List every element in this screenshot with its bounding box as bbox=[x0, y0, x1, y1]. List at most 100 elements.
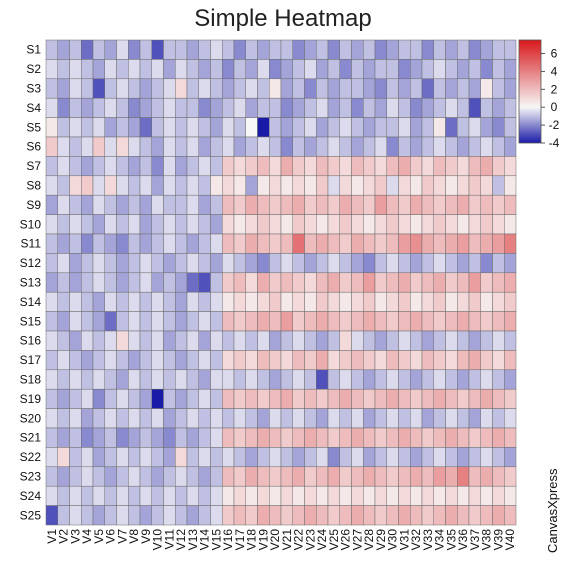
heatmap-cell bbox=[433, 447, 446, 468]
heatmap-cell bbox=[327, 39, 340, 60]
heatmap-cell bbox=[151, 466, 164, 487]
heatmap-cell bbox=[468, 330, 481, 351]
heatmap-cell bbox=[139, 78, 152, 99]
heatmap-cell bbox=[69, 447, 82, 468]
heatmap-cell bbox=[363, 214, 376, 235]
heatmap-cell bbox=[45, 156, 58, 177]
heatmap-cell bbox=[339, 117, 352, 138]
heatmap-cell bbox=[445, 369, 458, 390]
heatmap-cell bbox=[339, 291, 352, 312]
heatmap-cell bbox=[222, 311, 235, 332]
heatmap-cell bbox=[457, 272, 470, 293]
heatmap-cell bbox=[233, 427, 246, 448]
column-label: V7 bbox=[115, 529, 129, 544]
heatmap-cell bbox=[410, 136, 423, 157]
heatmap-cell bbox=[280, 291, 293, 312]
heatmap-cell bbox=[245, 350, 258, 371]
heatmap-cell bbox=[198, 214, 211, 235]
heatmap-cell bbox=[363, 408, 376, 429]
heatmap-cell bbox=[222, 447, 235, 468]
heatmap-cell bbox=[457, 78, 470, 99]
heatmap-cell bbox=[257, 97, 270, 118]
heatmap-cell bbox=[445, 466, 458, 487]
heatmap-cell bbox=[139, 388, 152, 409]
heatmap-cell bbox=[351, 136, 364, 157]
heatmap-cell bbox=[398, 388, 411, 409]
heatmap-cell bbox=[316, 369, 329, 390]
heatmap-cell bbox=[163, 427, 176, 448]
heatmap-cell bbox=[433, 253, 446, 274]
heatmap-cell bbox=[245, 369, 258, 390]
heatmap-cell bbox=[139, 175, 152, 196]
heatmap-cell bbox=[504, 350, 517, 371]
heatmap-cell bbox=[257, 272, 270, 293]
heatmap-cell bbox=[398, 330, 411, 351]
heatmap-cell bbox=[245, 233, 258, 254]
heatmap-cell bbox=[222, 233, 235, 254]
heatmap-cell bbox=[363, 447, 376, 468]
heatmap-cell bbox=[163, 175, 176, 196]
heatmap-cell bbox=[45, 408, 58, 429]
heatmap-cell bbox=[222, 427, 235, 448]
heatmap-cell bbox=[151, 388, 164, 409]
heatmap-cell bbox=[81, 272, 94, 293]
heatmap-cell bbox=[92, 350, 105, 371]
heatmap-cell bbox=[421, 311, 434, 332]
heatmap-cell bbox=[210, 272, 223, 293]
heatmap-cell bbox=[316, 427, 329, 448]
heatmap-cell bbox=[45, 330, 58, 351]
heatmap-cell bbox=[280, 117, 293, 138]
heatmap-cell bbox=[410, 175, 423, 196]
heatmap-cell bbox=[316, 447, 329, 468]
heatmap-cell bbox=[139, 350, 152, 371]
legend-tick-label: 0 bbox=[551, 100, 558, 114]
row-label: S13 bbox=[20, 276, 42, 290]
heatmap-cell bbox=[128, 427, 141, 448]
heatmap-cell bbox=[81, 311, 94, 332]
heatmap-cell bbox=[433, 214, 446, 235]
heatmap-cell bbox=[398, 253, 411, 274]
heatmap-cell bbox=[57, 97, 70, 118]
heatmap-cell bbox=[363, 194, 376, 215]
row-label: S21 bbox=[20, 431, 42, 445]
heatmap-cell bbox=[445, 291, 458, 312]
heatmap-cell bbox=[480, 330, 493, 351]
heatmap-cell bbox=[245, 78, 258, 99]
heatmap-cell bbox=[398, 214, 411, 235]
heatmap-cell bbox=[327, 175, 340, 196]
heatmap-cell bbox=[480, 369, 493, 390]
heatmap-cell bbox=[433, 505, 446, 526]
heatmap-cell bbox=[421, 117, 434, 138]
heatmap-cell bbox=[316, 214, 329, 235]
heatmap-cell bbox=[81, 253, 94, 274]
heatmap-cell bbox=[139, 466, 152, 487]
heatmap-cell bbox=[433, 59, 446, 80]
heatmap-cell bbox=[304, 505, 317, 526]
heatmap-cell bbox=[280, 194, 293, 215]
heatmap-cell bbox=[374, 136, 387, 157]
heatmap-cell bbox=[292, 194, 305, 215]
heatmap-cell bbox=[245, 39, 258, 60]
heatmap-cell bbox=[116, 505, 129, 526]
heatmap-cell bbox=[504, 466, 517, 487]
heatmap-cell bbox=[57, 311, 70, 332]
heatmap-cell bbox=[374, 78, 387, 99]
legend-tick-label: 4 bbox=[551, 64, 558, 78]
heatmap-cell bbox=[386, 330, 399, 351]
heatmap-cell bbox=[339, 447, 352, 468]
heatmap-cell bbox=[81, 97, 94, 118]
heatmap-cell bbox=[269, 97, 282, 118]
heatmap-cell bbox=[128, 485, 141, 506]
heatmap-cell bbox=[175, 330, 188, 351]
heatmap-cell bbox=[398, 272, 411, 293]
heatmap-cell bbox=[245, 253, 258, 274]
heatmap-cell bbox=[163, 369, 176, 390]
heatmap-cell bbox=[210, 233, 223, 254]
heatmap-cell bbox=[245, 427, 258, 448]
heatmap-cell bbox=[151, 175, 164, 196]
heatmap-cell bbox=[198, 505, 211, 526]
column-label: V5 bbox=[92, 529, 106, 544]
heatmap-cell bbox=[198, 175, 211, 196]
heatmap-cell bbox=[457, 233, 470, 254]
heatmap-cell bbox=[163, 466, 176, 487]
